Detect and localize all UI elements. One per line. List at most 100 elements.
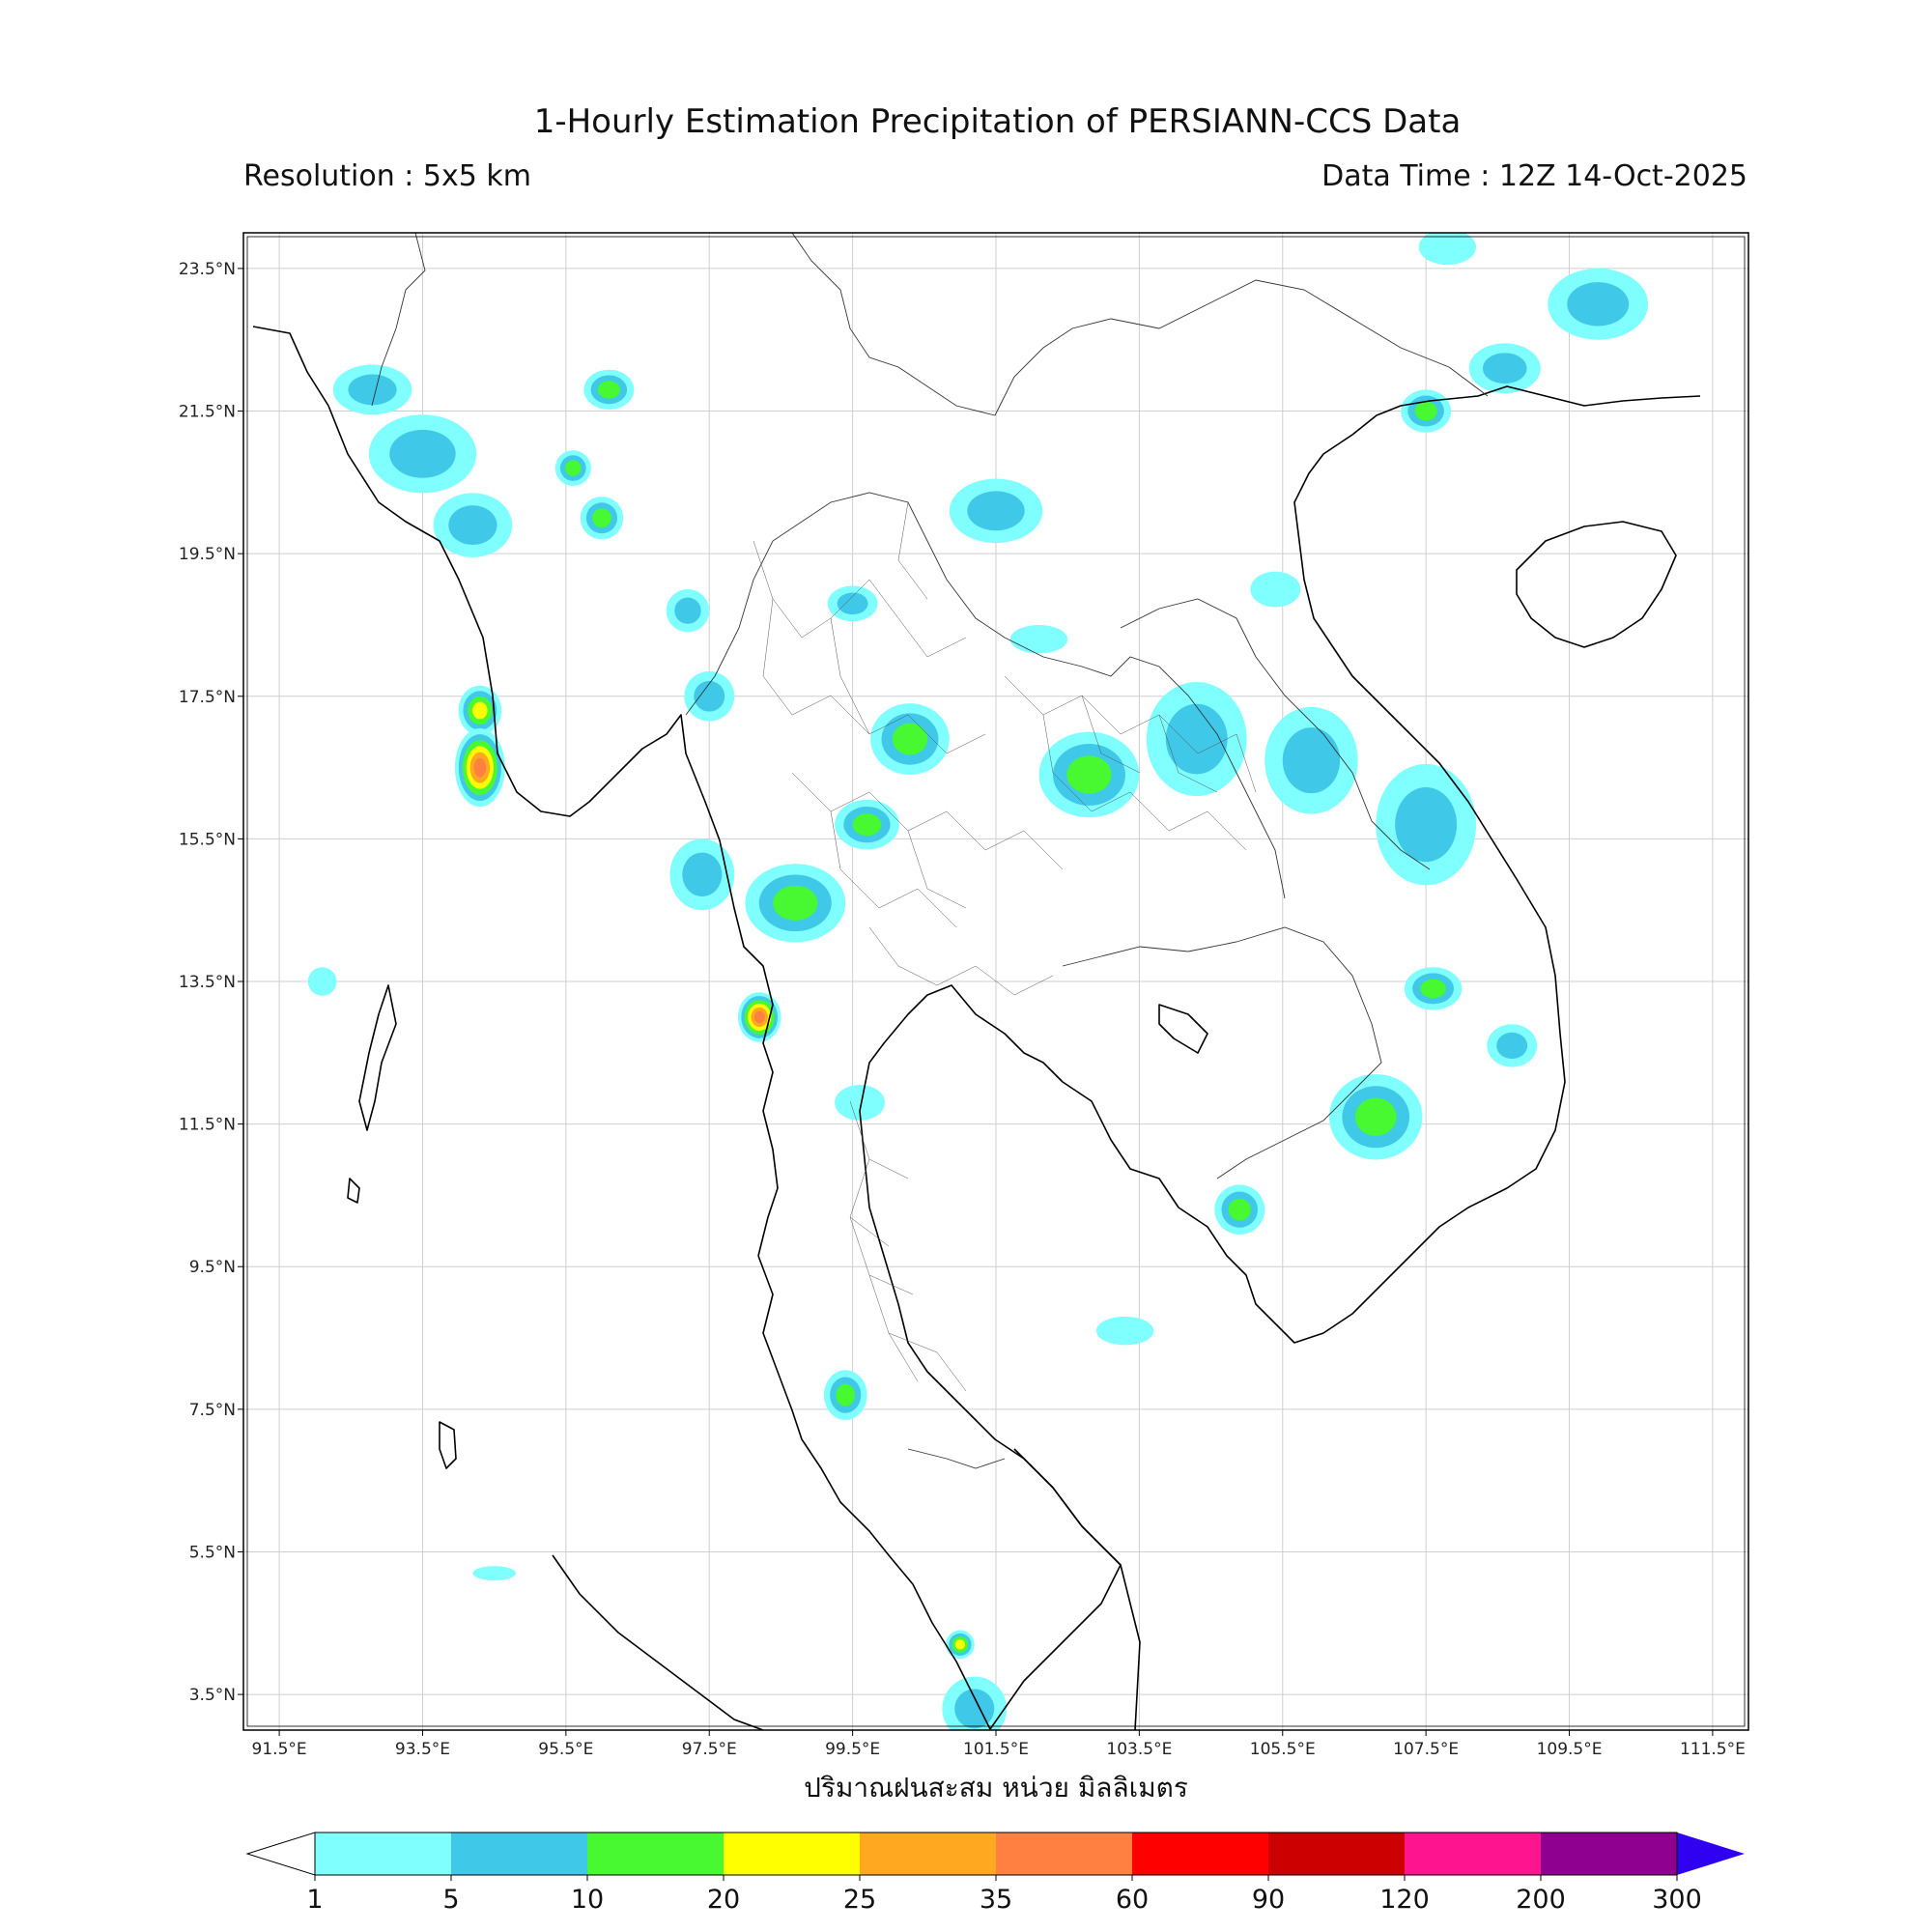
y-tick-label: 9.5°N: [189, 1258, 236, 1277]
rain-contour: [1250, 571, 1301, 608]
border-cambodia: [1062, 926, 1382, 1179]
rain-layer: [307, 233, 1649, 1730]
colorbar-label: 20: [707, 1885, 740, 1915]
rain-contour: [389, 429, 456, 478]
chart-title: 1-Hourly Estimation Precipitation of PER…: [533, 102, 1462, 141]
colorbar-label: 90: [1252, 1885, 1285, 1915]
colorbar-label: 25: [843, 1885, 876, 1915]
coastline-sumatra: [552, 1554, 764, 1730]
province-lines-north: [753, 501, 986, 754]
rain-contour: [1066, 755, 1112, 794]
border-china-laos-vietnam: [994, 279, 1489, 416]
colorbar-label: 60: [1116, 1885, 1149, 1915]
rain-cell: [1548, 268, 1649, 340]
rain-cell: [454, 727, 505, 808]
province-lines-central: [791, 772, 1064, 996]
coastline-hainan: [1516, 521, 1677, 648]
colorbar-label: 5: [442, 1885, 459, 1915]
rain-cell: [1264, 706, 1358, 814]
colorbar-swatch: [1541, 1833, 1677, 1875]
x-axis-label: ปริมาณฝนสะสม หน่วย มิลลิเมตร: [804, 1772, 1188, 1804]
rain-contour: [852, 813, 882, 837]
rain-contour: [1567, 282, 1630, 327]
rain-cell: [368, 414, 477, 494]
rain-cell: [835, 799, 899, 850]
colorbar-swatch: [724, 1833, 860, 1875]
colorbar-swatch: [587, 1833, 724, 1875]
border-thailand-myanmar: [685, 492, 1006, 716]
rain-contour: [753, 1010, 765, 1024]
border-myanmar-india: [371, 233, 426, 407]
colorbar-label: 200: [1516, 1885, 1566, 1915]
rain-contour: [1165, 703, 1228, 775]
lake-tonle-sap: [1158, 1004, 1208, 1054]
rain-contour: [472, 1566, 516, 1580]
y-tick-label: 15.5°N: [179, 830, 236, 849]
x-tick-label: 109.5°E: [1537, 1740, 1603, 1759]
rain-cell: [870, 703, 950, 775]
rain-cell: [1214, 1184, 1265, 1236]
rain-cell: [1009, 624, 1068, 654]
y-tick-label: 23.5°N: [179, 260, 236, 279]
province-lines-south: [849, 1100, 967, 1392]
rain-contour: [954, 1639, 966, 1650]
border-myanmar-china: [791, 233, 996, 416]
coastline-nicobar: [439, 1421, 457, 1469]
rain-cell: [1038, 731, 1140, 818]
rain-cell: [433, 493, 513, 557]
x-tick-label: 95.5°E: [538, 1740, 593, 1759]
rain-contour: [597, 381, 620, 399]
colorbar-label: 300: [1652, 1885, 1702, 1915]
y-tick-label: 17.5°N: [179, 688, 236, 707]
rain-contour: [1228, 1198, 1251, 1221]
coastlines: [252, 326, 1701, 1730]
province-boundaries: [753, 501, 1257, 1392]
rain-cell: [827, 585, 878, 622]
data-time-label: Data Time : 12Z 14-Oct-2025: [1321, 159, 1747, 193]
rain-contour: [1395, 787, 1458, 863]
country-borders: [371, 233, 1489, 1469]
colorbar-swatch: [1268, 1833, 1405, 1875]
rain-cell: [745, 864, 846, 943]
rain-contour: [1414, 401, 1437, 421]
rain-cell: [1376, 763, 1477, 886]
colorbar-label: 35: [980, 1885, 1012, 1915]
rain-contour: [694, 680, 725, 712]
rain-contour: [1482, 353, 1527, 384]
rain-cell: [1487, 1024, 1538, 1067]
y-tick-label: 3.5°N: [189, 1686, 236, 1705]
rain-cell: [554, 450, 591, 487]
colorbar-label: 10: [571, 1885, 604, 1915]
rain-contour: [967, 491, 1025, 531]
colorbar-swatch: [451, 1833, 587, 1875]
x-tick-label: 99.5°E: [825, 1740, 880, 1759]
colorbar-label: 1: [306, 1885, 323, 1915]
x-tick-label: 97.5°E: [682, 1740, 737, 1759]
rain-cell: [1418, 233, 1477, 266]
rain-cell: [823, 1370, 867, 1420]
colorbar-swatch: [996, 1833, 1132, 1875]
rain-cell: [472, 1566, 516, 1580]
colorbar-label: 120: [1379, 1885, 1430, 1915]
colorbar-swatch: [1405, 1833, 1541, 1875]
rain-contour: [773, 885, 818, 921]
coastline-gulf: [859, 385, 1701, 1730]
rain-contour: [1282, 727, 1341, 794]
x-tick-label: 93.5°E: [395, 1740, 450, 1759]
rain-cell: [307, 967, 337, 996]
coastline-myanmar: [252, 326, 779, 1257]
rain-contour: [1354, 1097, 1397, 1136]
province-lines-northeast: [1004, 675, 1257, 851]
y-tick-label: 11.5°N: [179, 1116, 236, 1135]
colorbar: 1 5 10 20 25 35 60 90 120 200 300: [245, 1832, 1745, 1915]
y-tick-label: 7.5°N: [189, 1401, 236, 1420]
rain-contour: [1095, 1316, 1154, 1346]
rain-cell: [1404, 967, 1463, 1010]
rain-cell: [332, 364, 412, 415]
rain-cell: [1146, 682, 1247, 797]
colorbar-over-arrow: [1677, 1833, 1745, 1875]
rain-cell: [1250, 571, 1301, 608]
rain-contour: [1418, 233, 1477, 266]
rain-cell: [949, 478, 1043, 544]
